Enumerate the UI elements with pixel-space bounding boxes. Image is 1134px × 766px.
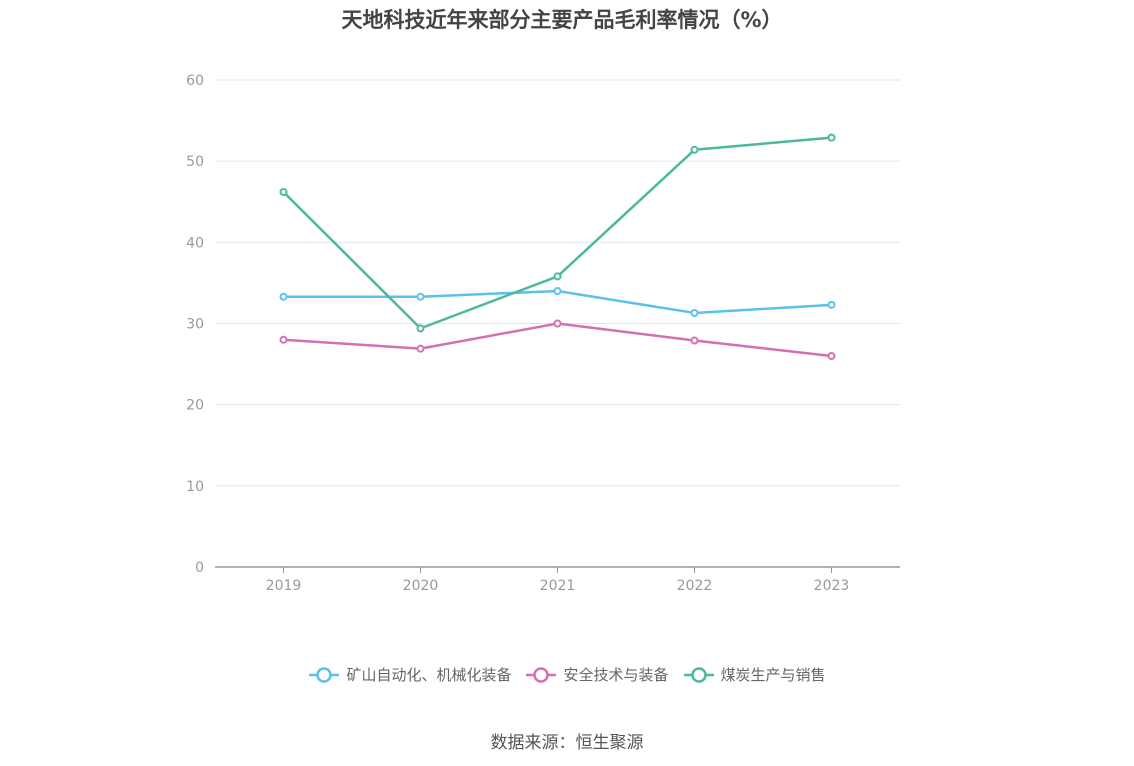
chart-title: 天地科技近年来部分主要产品毛利率情况（%） — [341, 8, 783, 32]
x-tick-label: 2023 — [814, 578, 850, 594]
y-tick-label: 30 — [186, 317, 204, 333]
legend: 矿山自动化、机械化装备 安全技术与装备 煤炭生产与销售 — [0, 664, 1134, 685]
legend-marker-icon — [526, 666, 557, 683]
data-point — [827, 300, 836, 309]
line-chart: 0 10 20 30 40 50 60 2019 2020 2021 2022 2023 — [186, 73, 900, 594]
data-point — [416, 324, 425, 333]
legend-marker-icon — [683, 666, 714, 683]
y-tick-label: 50 — [186, 154, 204, 170]
legend-marker-circle — [533, 666, 550, 683]
legend-item-2[interactable]: 安全技术与装备 — [525, 664, 669, 685]
x-axis: 2019 2020 2021 2022 2023 — [215, 566, 900, 594]
data-point — [690, 308, 699, 317]
source-note: 数据来源：恒生聚源 — [490, 733, 644, 753]
legend-marker-icon — [309, 666, 340, 683]
legend-marker-circle — [316, 666, 333, 683]
series-lines — [279, 133, 836, 360]
legend-label: 安全技术与装备 — [563, 666, 669, 684]
data-point — [279, 188, 288, 197]
series-1 — [279, 287, 836, 317]
x-tick-label: 2019 — [266, 578, 302, 594]
y-tick-label: 10 — [186, 479, 204, 495]
data-point — [690, 145, 699, 154]
x-tick-label: 2021 — [540, 578, 576, 594]
data-point — [416, 292, 425, 301]
series-2 — [279, 319, 836, 360]
data-point — [416, 344, 425, 353]
data-point — [553, 319, 562, 328]
x-tick-label: 2020 — [403, 578, 439, 594]
legend-item-1[interactable]: 矿山自动化、机械化装备 — [308, 664, 511, 685]
data-point — [827, 351, 836, 360]
data-point — [279, 292, 288, 301]
y-tick-label: 20 — [186, 398, 204, 414]
data-point — [827, 133, 836, 142]
y-tick-label: 40 — [186, 235, 204, 251]
series-line — [282, 136, 832, 330]
data-point — [690, 336, 699, 345]
legend-marker-circle — [690, 666, 707, 683]
legend-label: 煤炭生产与销售 — [720, 666, 826, 684]
legend-label: 矿山自动化、机械化装备 — [346, 666, 512, 684]
y-axis: 0 10 20 30 40 50 60 — [186, 73, 204, 576]
series-line — [283, 322, 832, 358]
x-tick-label: 2022 — [677, 578, 713, 594]
data-point — [553, 287, 562, 296]
y-tick-label: 0 — [195, 560, 204, 576]
legend-item-3[interactable]: 煤炭生产与销售 — [683, 664, 826, 685]
data-point — [279, 335, 288, 344]
data-point — [553, 272, 562, 281]
y-tick-label: 60 — [186, 73, 204, 89]
series-3 — [279, 133, 836, 333]
